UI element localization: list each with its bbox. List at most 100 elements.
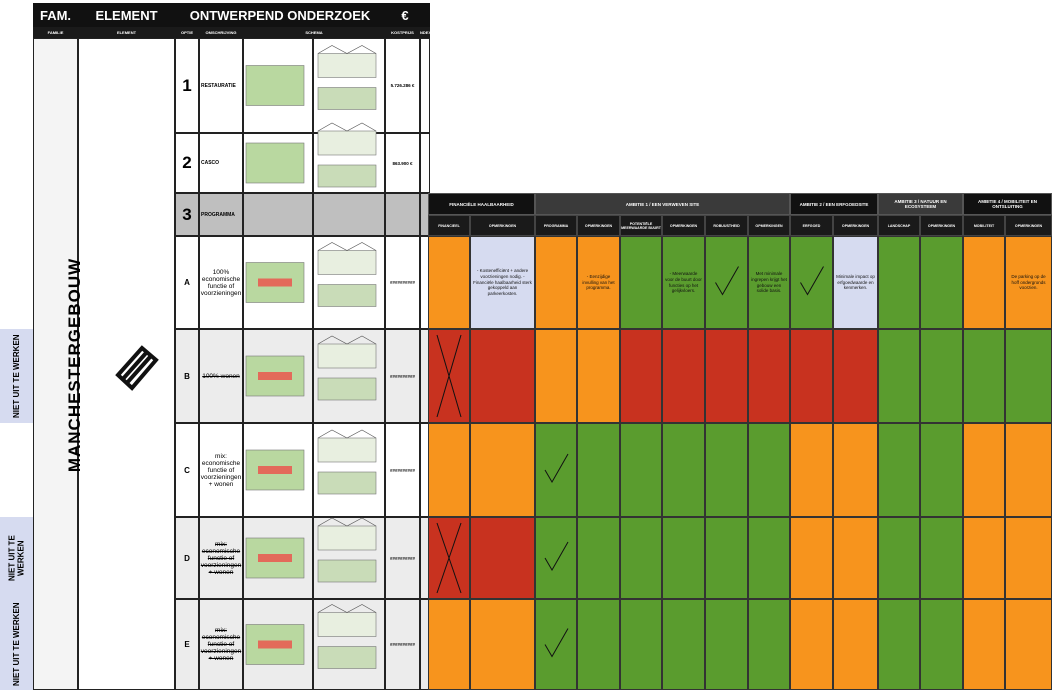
rating-cell (428, 517, 470, 599)
rating-cell (878, 423, 920, 517)
cost-cell: ########## (385, 329, 420, 423)
schema-cell (313, 193, 385, 236)
schema-cell (243, 236, 313, 329)
comment-cell (920, 329, 963, 423)
description-cell: mix: economische functie of voorzieninge… (199, 517, 243, 599)
comment-cell: - Meerwaarde voor de buurt door functies… (662, 236, 705, 329)
group-header: FINANCIËLE HAALBAARHEID (428, 193, 535, 215)
schema-cell (243, 133, 313, 193)
rating-cell (790, 329, 833, 423)
column-header: ERFGOED (790, 215, 833, 236)
header-cell: ELEMENT (78, 3, 175, 27)
comment-cell (920, 599, 963, 690)
rating-cell (963, 236, 1005, 329)
subheader-cell: ELEMENT (78, 27, 175, 38)
rating-cell (878, 599, 920, 690)
rating-cell (535, 517, 577, 599)
column-header: OPMERKINGEN (577, 215, 620, 236)
column-header: POTENTIËLE MEERWAARDE BUURT (620, 215, 662, 236)
schema-cell (313, 133, 385, 193)
column-header: OPMERKINGEN (833, 215, 878, 236)
rating-cell (705, 599, 748, 690)
subheader-cell: OMSCHRIJVING (199, 27, 243, 38)
header-cell: ONTWERPEND ONDERZOEK (175, 3, 385, 27)
group-header: AMBITIE 4 / MOBILITEIT EN ONTSLUITING (963, 193, 1052, 215)
description-cell: CASCO (199, 133, 243, 193)
comment-cell (1005, 423, 1052, 517)
schema-cell (313, 236, 385, 329)
rating-cell (620, 599, 662, 690)
comment-cell (470, 517, 535, 599)
rating-cell (428, 599, 470, 690)
comment-cell (470, 599, 535, 690)
description-cell: RESTAURATIE (199, 38, 243, 133)
schema-cell (313, 423, 385, 517)
rating-cell (535, 329, 577, 423)
comment-cell (662, 517, 705, 599)
description-cell: mix: economische functie of voorzieninge… (199, 599, 243, 690)
rating-cell (705, 423, 748, 517)
comment-cell: Minimale impact op erfgoedwaarde en kenm… (833, 236, 878, 329)
comment-cell (662, 423, 705, 517)
comment-cell: - Kostenefficiënt + andere voorzieningen… (470, 236, 535, 329)
excluded-label: NIET UIT TE WERKEN (0, 517, 33, 599)
comment-cell (1005, 517, 1052, 599)
schema-cell (313, 599, 385, 690)
comment-cell (833, 517, 878, 599)
rating-cell (878, 329, 920, 423)
column-header: ROBUUSTHEID (705, 215, 748, 236)
rating-cell (705, 236, 748, 329)
rating-cell (963, 329, 1005, 423)
cost-cell (385, 193, 420, 236)
rating-cell (535, 599, 577, 690)
group-header: AMBITIE 3 / NATUUR EN ECOSYSTEEM (878, 193, 963, 215)
column-header: OPMERKINGEN (470, 215, 535, 236)
rating-cell (620, 236, 662, 329)
rating-cell (535, 236, 577, 329)
excluded-label: NIET UIT TE WERKEN (0, 599, 33, 690)
cost-cell: 5.726.286 € (385, 38, 420, 133)
rating-cell (963, 517, 1005, 599)
comment-cell (748, 329, 790, 423)
rating-cell (790, 423, 833, 517)
comment-cell (920, 236, 963, 329)
rating-cell (428, 236, 470, 329)
comment-cell (577, 423, 620, 517)
family-cell (33, 38, 78, 690)
schema-cell (313, 38, 385, 133)
rating-cell (963, 599, 1005, 690)
option-cell: A (175, 236, 199, 329)
comment-cell: De parking op de hoff ondergronds voorzi… (1005, 236, 1052, 329)
schema-cell (313, 517, 385, 599)
schema-cell (313, 329, 385, 423)
family-name: MANCHESTERGEBOUW (65, 257, 84, 473)
rating-cell (705, 329, 748, 423)
comment-cell (748, 599, 790, 690)
schema-cell (243, 193, 313, 236)
option-cell: 2 (175, 133, 199, 193)
column-header: FINANCIEEL (428, 215, 470, 236)
option-cell: B (175, 329, 199, 423)
column-header: MOBILITEIT (963, 215, 1005, 236)
option-cell: D (175, 517, 199, 599)
option-cell: E (175, 599, 199, 690)
subheader-cell: INDEX (420, 27, 430, 38)
rating-cell (428, 329, 470, 423)
comment-cell (920, 517, 963, 599)
excluded-label: NIET UIT TE WERKEN (0, 329, 33, 423)
comment-cell: Met minimale ingrepen krijgt het gebouw … (748, 236, 790, 329)
comment-cell (470, 423, 535, 517)
schema-cell (243, 517, 313, 599)
subheader-cell: SCHEMA (243, 27, 385, 38)
header-cell (425, 3, 430, 27)
cost-cell: ########## (385, 517, 420, 599)
comment-cell (833, 599, 878, 690)
comment-cell: - Eenzijdige invulling van het programma… (577, 236, 620, 329)
comment-cell (662, 329, 705, 423)
column-header: OPMERKINGEN (662, 215, 705, 236)
comment-cell (748, 517, 790, 599)
comment-cell (833, 423, 878, 517)
option-cell: 3 (175, 193, 199, 236)
column-header: OPMERKINGEN (920, 215, 963, 236)
